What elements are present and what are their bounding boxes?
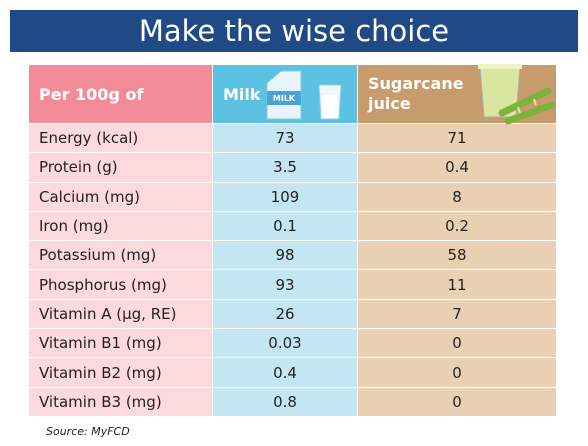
svg-text:MILK: MILK <box>273 94 296 103</box>
value-cell: 98 <box>212 240 358 271</box>
row-label: Energy (kcal) <box>28 122 213 154</box>
value-cell: 58 <box>357 240 557 271</box>
juice-icon <box>478 64 556 125</box>
value-cell: 0.03 <box>212 328 358 359</box>
row-label: Vitamin A (µg, RE) <box>28 298 213 330</box>
value-cell: 0.8 <box>212 386 358 417</box>
header-text: Milk <box>223 84 261 104</box>
value-cell: 0.4 <box>212 357 358 388</box>
row-label: Vitamin B3 (mg) <box>28 386 213 417</box>
table-row: Protein (g) 3.5 0.4 <box>28 152 557 183</box>
row-label: Vitamin B2 (mg) <box>28 357 213 388</box>
row-label: Phosphorus (mg) <box>28 269 213 300</box>
table-row: Vitamin B3 (mg) 0.8 0 <box>28 386 557 417</box>
value-cell: 0.4 <box>357 152 557 183</box>
table-row: Energy (kcal) 73 71 <box>28 122 557 154</box>
value-cell: 73 <box>212 122 358 154</box>
row-label: Iron (mg) <box>28 210 213 242</box>
milk-icon: MILK <box>266 70 342 120</box>
value-cell: 0 <box>357 328 557 359</box>
row-label: Potassium (mg) <box>28 240 213 271</box>
table-row: Calcium (mg) 109 8 <box>28 181 557 212</box>
source: Source: MyFCD <box>46 425 130 438</box>
row-label: Protein (g) <box>28 152 213 183</box>
table-row: Vitamin B2 (mg) 0.4 0 <box>28 357 557 388</box>
value-cell: 11 <box>357 269 557 300</box>
header-cell: Sugarcane juice <box>357 64 557 125</box>
row-label: Calcium (mg) <box>28 181 213 212</box>
table-row: Potassium (mg) 98 58 <box>28 240 557 271</box>
value-cell: 0 <box>357 386 557 417</box>
table-row: Vitamin A (µg, RE) 26 7 <box>28 298 557 330</box>
value-cell: 109 <box>212 181 358 212</box>
table-row: Iron (mg) 0.1 0.2 <box>28 210 557 242</box>
header-row: Per 100g of Milk MILK Sugarcane juice <box>28 64 557 125</box>
value-cell: 7 <box>357 298 557 330</box>
title: Make the wise choice <box>10 10 578 52</box>
row-label: Vitamin B1 (mg) <box>28 328 213 359</box>
value-cell: 26 <box>212 298 358 330</box>
value-cell: 0 <box>357 357 557 388</box>
nutrition-table: Per 100g of Milk MILK Sugarcane juice En… <box>28 64 557 417</box>
table-row: Phosphorus (mg) 93 11 <box>28 269 557 300</box>
header-text: Sugarcane juice <box>368 74 464 113</box>
value-cell: 0.2 <box>357 210 557 242</box>
value-cell: 3.5 <box>212 152 358 183</box>
header-cell: Milk MILK <box>212 64 358 124</box>
value-cell: 0.1 <box>212 210 358 242</box>
table-row: Vitamin B1 (mg) 0.03 0 <box>28 328 557 359</box>
header-cell: Per 100g of <box>28 64 213 124</box>
value-cell: 71 <box>357 122 557 154</box>
value-cell: 8 <box>357 181 557 212</box>
header-text: Per 100g of <box>39 84 144 104</box>
value-cell: 93 <box>212 269 358 300</box>
